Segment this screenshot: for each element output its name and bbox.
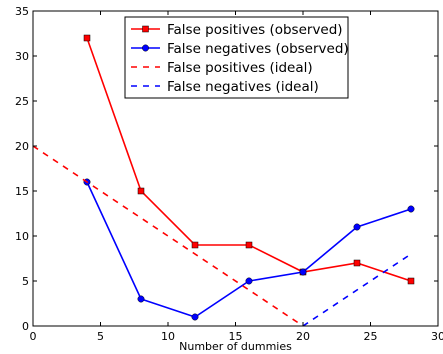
x-tick-label: 25 [364, 330, 378, 343]
data-point [353, 259, 361, 267]
x-tick-label: 5 [97, 330, 104, 343]
x-tick-label: 10 [161, 330, 175, 343]
data-point [353, 223, 361, 231]
y-tick-label: 10 [15, 230, 29, 243]
legend-label: False positives (observed) [167, 22, 343, 38]
data-point [299, 268, 307, 276]
x-tick-label: 30 [431, 330, 443, 343]
x-tick-label: 20 [296, 330, 310, 343]
series-line [302, 253, 412, 327]
legend-marker [142, 25, 149, 33]
ticks-layer: 0 5 10 15 20 25 30 0 5 10 15 20 25 30 35 [15, 5, 443, 343]
legend-marker [142, 44, 149, 52]
y-tick-label: 35 [15, 5, 29, 18]
legend-box [124, 16, 349, 99]
y-tick-label: 0 [22, 320, 29, 333]
data-point [137, 187, 145, 195]
data-point [407, 205, 415, 213]
data-point [137, 295, 145, 303]
data-point [191, 241, 199, 249]
data-point [407, 277, 415, 285]
legend-items: False positives (observed) False negative… [131, 22, 349, 95]
y-tick-label: 15 [15, 185, 29, 198]
data-point [83, 34, 91, 42]
legend: False positives (observed) False negative… [124, 16, 349, 99]
x-tick-label: 15 [229, 330, 243, 343]
data-point [245, 277, 253, 285]
y-tick-label: 30 [15, 50, 29, 63]
y-tick-label: 20 [15, 140, 29, 153]
data-point [245, 241, 253, 249]
series-layer [32, 34, 415, 327]
data-point [191, 313, 199, 321]
y-tick-label: 5 [22, 275, 29, 288]
x-axis-label: Number of dummies [179, 340, 292, 353]
legend-label: False negatives (observed) [167, 41, 349, 57]
legend-label: False negatives (ideal) [167, 79, 319, 95]
x-tick-label: 0 [30, 330, 37, 343]
legend-label: False positives (ideal) [167, 60, 313, 76]
y-tick-label: 25 [15, 95, 29, 108]
